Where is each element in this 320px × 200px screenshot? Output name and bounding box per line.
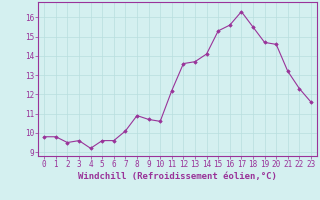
X-axis label: Windchill (Refroidissement éolien,°C): Windchill (Refroidissement éolien,°C)	[78, 172, 277, 181]
